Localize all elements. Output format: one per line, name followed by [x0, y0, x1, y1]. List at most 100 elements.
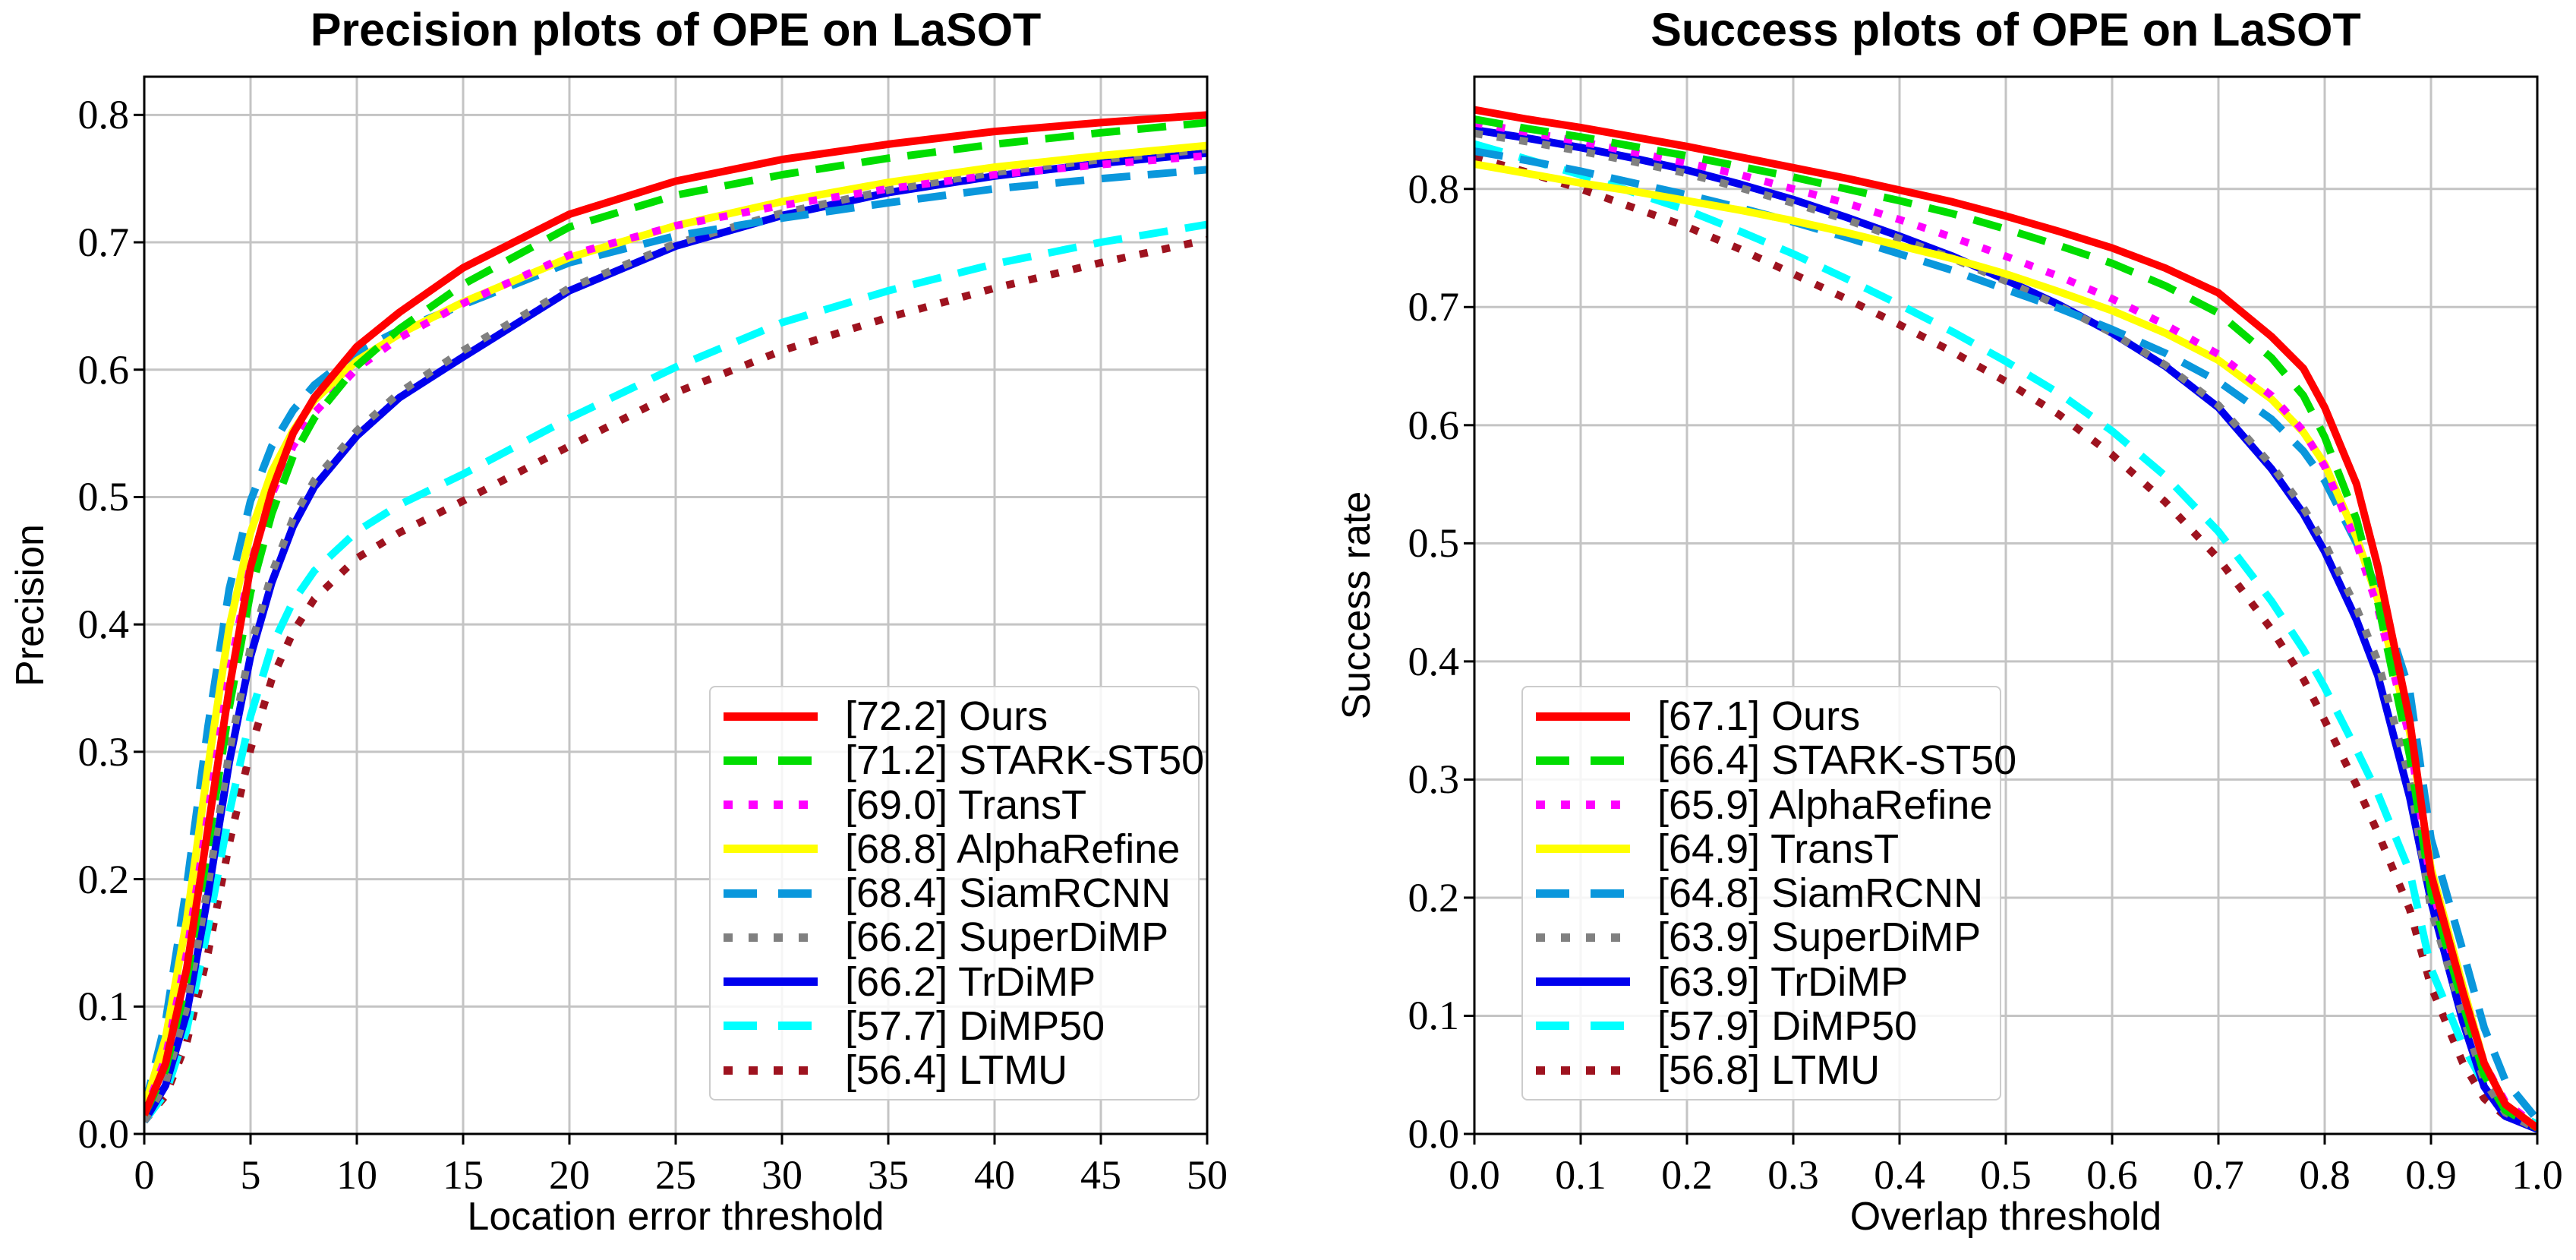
x-tick-label: 35	[868, 1152, 909, 1198]
legend-line-swatch	[1536, 1022, 1630, 1031]
legend-label: [56.8] LTMU	[1657, 1047, 1881, 1093]
x-tick-label: 40	[974, 1152, 1015, 1198]
legend-line-swatch	[724, 712, 818, 721]
success-legend: [67.1] Ours [66.4] STARK-ST50 [65.9] Alpha…	[1521, 686, 2016, 1101]
y-tick-label: 0.8	[77, 92, 130, 138]
y-tick-label: 0.0	[77, 1111, 130, 1157]
legend-item-STARK-ST50: [66.4] STARK-ST50	[1523, 738, 2016, 782]
legend-label: [66.4] STARK-ST50	[1657, 737, 2017, 784]
legend-item-SuperDiMP: [66.2] SuperDiMP	[711, 915, 1198, 959]
x-tick-label: 30	[761, 1152, 802, 1198]
x-tick-label: 0.6	[2086, 1152, 2138, 1198]
legend-line-swatch	[1536, 756, 1630, 765]
precision-x-axis-label: Location error threshold	[467, 1195, 884, 1239]
legend-label: [68.4] SiamRCNN	[845, 870, 1171, 916]
legend-label: [65.9] AlphaRefine	[1657, 782, 1993, 828]
legend-item-SiamRCNN: [68.4] SiamRCNN	[711, 871, 1198, 915]
legend-line-swatch	[724, 1022, 818, 1031]
x-tick-label: 0.9	[2405, 1152, 2457, 1198]
y-tick-label: 0.5	[1408, 520, 1460, 567]
axes-frame	[143, 75, 1209, 1135]
x-tick-label: 0.5	[1980, 1152, 2032, 1198]
legend-line-swatch	[1536, 801, 1630, 809]
y-tick-label: 0.4	[77, 602, 130, 648]
y-tick-label: 0.6	[77, 346, 130, 393]
x-tick-label: 0.0	[1449, 1152, 1500, 1198]
y-tick-label: 0.7	[77, 219, 130, 266]
x-tick-label: 5	[240, 1152, 261, 1198]
legend-line-swatch	[724, 1066, 818, 1075]
y-tick-label: 0.2	[77, 856, 130, 902]
legend-label: [66.2] TrDiMP	[845, 958, 1096, 1005]
y-tick-label: 0.8	[1408, 166, 1460, 212]
success-y-axis-label: Success rate	[1335, 491, 1379, 720]
series-curve-DiMP50	[144, 220, 1207, 1124]
y-tick-label: 0.5	[77, 474, 130, 520]
x-tick-label: 0.1	[1555, 1152, 1606, 1198]
legend-label: [72.2] Ours	[845, 693, 1048, 739]
legend-item-TransT: [69.0] TransT	[711, 783, 1198, 827]
tick-marks	[1464, 188, 2539, 1145]
x-tick-label: 0.2	[1661, 1152, 1713, 1198]
x-tick-label: 10	[336, 1152, 377, 1198]
precision-legend: [72.2] Ours [71.2] STARK-ST50 [69.0] Trans…	[709, 686, 1204, 1101]
series-curve-SuperDiMP	[144, 145, 1207, 1123]
legend-item-LTMU: [56.4] LTMU	[711, 1048, 1198, 1092]
legend-item-DiMP50: [57.7] DiMP50	[711, 1004, 1198, 1048]
x-tick-label: 25	[655, 1152, 696, 1198]
legend-line-swatch	[1536, 1066, 1630, 1075]
legend-label: [56.4] LTMU	[845, 1047, 1068, 1093]
legend-label: [66.2] SuperDiMP	[845, 914, 1169, 961]
x-tick-label: 20	[549, 1152, 590, 1198]
x-tick-label: 45	[1080, 1152, 1121, 1198]
success-plot-title: Success plots of OPE on LaSOT	[1651, 4, 2361, 55]
legend-item-SiamRCNN: [64.8] SiamRCNN	[1523, 871, 2000, 915]
legend-item-TrDiMP: [63.9] TrDiMP	[1523, 960, 2000, 1004]
series-curves	[144, 111, 1207, 1124]
chart-panel-0	[134, 75, 1209, 1145]
legend-line-swatch	[724, 801, 818, 809]
legend-line-swatch	[1536, 977, 1630, 986]
legend-line-swatch	[1536, 845, 1630, 854]
x-tick-label: 0.4	[1874, 1152, 1925, 1198]
legend-label: [67.1] Ours	[1657, 693, 1861, 739]
x-tick-label: 0.8	[2299, 1152, 2351, 1198]
y-tick-label: 0.1	[1408, 993, 1460, 1039]
legend-label: [69.0] TransT	[845, 782, 1087, 828]
series-curve-LTMU	[1474, 153, 2537, 1132]
legend-item-TransT: [64.9] TransT	[1523, 827, 2000, 871]
series-curve-Ours	[144, 111, 1207, 1116]
precision-plot-title: Precision plots of OPE on LaSOT	[310, 4, 1042, 55]
y-tick-label: 0.4	[1408, 638, 1460, 684]
legend-item-TrDiMP: [66.2] TrDiMP	[711, 960, 1198, 1004]
success-x-axis-label: Overlap threshold	[1849, 1195, 2162, 1239]
y-tick-label: 0.1	[77, 984, 130, 1030]
y-tick-label: 0.3	[1408, 756, 1460, 803]
legend-label: [57.7] DiMP50	[845, 1003, 1105, 1049]
legend-line-swatch	[1536, 933, 1630, 942]
legend-item-DiMP50: [57.9] DiMP50	[1523, 1004, 2000, 1048]
series-curve-STARK-ST50	[144, 118, 1207, 1116]
series-curve-AlphaRefine	[144, 141, 1207, 1110]
x-tick-label: 50	[1187, 1152, 1228, 1198]
legend-item-AlphaRefine: [65.9] AlphaRefine	[1523, 783, 2000, 827]
legend-label: [64.9] TransT	[1657, 826, 1900, 872]
x-tick-label: 0.7	[2193, 1152, 2244, 1198]
legend-item-SuperDiMP: [63.9] SuperDiMP	[1523, 915, 2000, 959]
legend-line-swatch	[1536, 712, 1630, 721]
y-tick-label: 0.7	[1408, 284, 1460, 330]
legend-item-Ours: [72.2] Ours	[711, 694, 1198, 738]
legend-label: [57.9] DiMP50	[1657, 1003, 1918, 1049]
series-curve-DiMP50	[1474, 140, 2537, 1129]
legend-line-swatch	[1536, 889, 1630, 898]
series-curve-Ours	[1474, 106, 2537, 1132]
x-tick-label: 0.3	[1767, 1152, 1819, 1198]
legend-label: [64.8] SiamRCNN	[1657, 870, 1984, 916]
y-tick-label: 0.3	[77, 728, 130, 775]
legend-label: [71.2] STARK-ST50	[845, 737, 1205, 784]
series-curve-LTMU	[144, 235, 1207, 1124]
y-tick-label: 0.6	[1408, 402, 1460, 448]
legend-label: [68.8] AlphaRefine	[845, 826, 1181, 872]
